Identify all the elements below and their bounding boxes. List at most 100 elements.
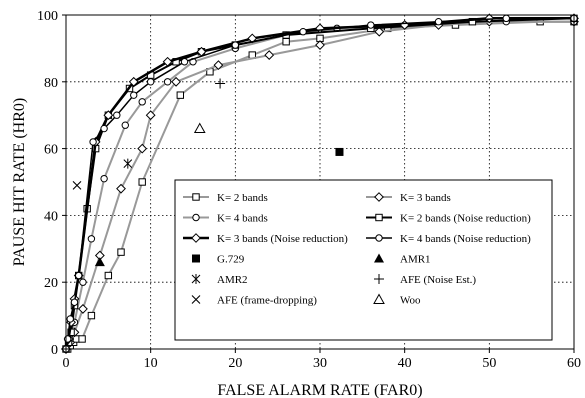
y-tick-label-20: 20	[44, 276, 58, 291]
legend-label: K= 3 bands	[400, 192, 451, 204]
data-point-k-3-bands-noise-reduction-13	[484, 13, 495, 24]
data-point-k-3-bands-5	[116, 183, 126, 194]
data-point-k-3-bands-11	[315, 40, 325, 50]
data-point-k-4-bands-noise-reduction-3	[70, 298, 79, 306]
data-point-k-2-bands-8	[138, 178, 146, 186]
data-point-k-4-bands-7	[138, 98, 146, 106]
legend-label: AMR1	[400, 254, 431, 266]
legend-swatch-marker	[191, 295, 201, 304]
data-point-k-2-bands-4	[78, 335, 86, 343]
legend-item-k-3-bands-noise-reduction: K= 3 bands (Noise reduction)	[183, 233, 348, 245]
legend-swatch-marker	[375, 234, 383, 242]
legend-label: AMR2	[217, 274, 248, 286]
legend-item-k-4-bands: K= 4 bands	[183, 213, 268, 225]
data-point-k-4-bands-noise-reduction-5	[89, 138, 97, 146]
data-point-afe-noise-est-0	[215, 78, 226, 89]
legend-swatch-marker	[191, 233, 201, 243]
legend-label: G.729	[217, 254, 245, 266]
data-point-k-2-bands-5	[87, 311, 96, 320]
legend-item-k-4-bands-noise-reduction: K= 4 bands (Noise reduction)	[366, 233, 531, 245]
series-g-729	[335, 147, 344, 156]
data-point-woo-0	[193, 122, 206, 134]
x-tick-label-0: 0	[63, 356, 70, 371]
data-point-k-4-bands-noise-reduction-8	[130, 91, 138, 99]
legend-swatch-marker	[374, 192, 384, 202]
y-tick-label-60: 60	[44, 143, 58, 158]
legend-box	[174, 179, 553, 341]
series-afe-noise-est	[215, 78, 226, 89]
legend-item-g-729: G.729	[192, 254, 245, 266]
series-amr1	[94, 257, 105, 267]
x-tick-label-10: 10	[144, 356, 158, 371]
data-point-k-3-bands-10	[264, 50, 275, 60]
data-point-k-4-bands-noise-reduction-11	[231, 41, 240, 49]
data-point-k-4-bands-noise-reduction-14	[434, 17, 443, 26]
data-point-k-3-bands-8	[171, 76, 181, 87]
x-tick-label-50: 50	[482, 356, 496, 371]
data-point-k-4-bands-noise-reduction-1	[63, 335, 72, 343]
legend-label: AFE (Noise Est.)	[400, 274, 476, 286]
data-point-k-4-bands-noise-reduction-4	[75, 271, 83, 280]
data-point-k-4-bands-noise-reduction-10	[180, 58, 189, 66]
legend-label: Woo	[400, 295, 421, 307]
legend-swatch-marker	[192, 193, 200, 201]
data-point-k-4-bands-noise-reduction-15	[502, 14, 510, 23]
legend-label: K= 3 bands (Noise reduction)	[217, 233, 348, 245]
data-point-k-3-bands-9	[213, 60, 224, 71]
series-line-k-3-bands	[65, 20, 574, 350]
legend-swatch-marker	[373, 293, 385, 304]
legend-item-k-3-bands: K= 3 bands	[366, 192, 451, 204]
data-point-k-4-bands-noise-reduction-13	[367, 21, 375, 29]
data-point-k-3-bands-noise-reduction-7	[128, 76, 139, 87]
data-point-k-4-bands-noise-reduction-12	[299, 28, 307, 36]
data-point-k-3-bands-noise-reduction-10	[247, 33, 258, 44]
x-tick-label-40: 40	[398, 356, 412, 371]
data-point-g-729-0	[335, 147, 344, 156]
y-axis-title: PAUSE HIT RATE (HR0)	[11, 98, 28, 266]
data-point-k-3-bands-12	[374, 26, 385, 37]
x-tick-label-60: 60	[567, 356, 581, 371]
x-axis-title: FALSE ALARM RATE (FAR0)	[217, 382, 422, 398]
data-point-k-4-bands-noise-reduction-2	[66, 315, 74, 323]
data-point-k-3-bands-3	[78, 304, 88, 314]
data-point-k-4-bands-noise-reduction-7	[113, 111, 121, 119]
series-layer	[61, 13, 579, 354]
data-point-afe-frame-dropping-0	[72, 180, 82, 190]
data-point-k-4-bands-4	[87, 235, 96, 243]
legend-swatch-marker	[191, 274, 201, 284]
legend-item-afe-frame-dropping: AFE (frame-dropping)	[191, 295, 317, 307]
series-woo	[193, 122, 206, 134]
data-point-k-2-bands-6	[104, 271, 113, 280]
legend: K= 2 bands K= 3 bands K= 4 bands K= 2 bands…	[174, 179, 553, 341]
legend-item-amr2: AMR2	[191, 274, 248, 286]
data-point-amr2-0	[123, 158, 133, 169]
data-point-k-2-bands-9	[176, 91, 185, 99]
y-tick-label-80: 80	[44, 76, 58, 91]
legend-swatch-marker	[374, 253, 384, 263]
legend-label: K= 4 bands (Noise reduction)	[400, 233, 531, 245]
series-k-4-bands-noise-reduction	[62, 14, 578, 353]
data-point-amr1-0	[94, 257, 105, 267]
legend-item-amr1: AMR1	[374, 253, 431, 266]
data-point-k-4-bands-6	[121, 121, 129, 129]
series-afe-frame-dropping	[72, 180, 82, 190]
legend-label: K= 2 bands	[217, 192, 268, 204]
legend-swatch-marker	[374, 274, 384, 284]
data-point-k-3-bands-6	[137, 143, 148, 154]
legend-swatch-marker	[192, 213, 200, 222]
data-point-k-4-bands-noise-reduction-9	[146, 78, 155, 86]
data-point-k-4-bands-5	[100, 174, 108, 183]
data-point-k-3-bands-noise-reduction-8	[162, 56, 173, 67]
data-point-k-3-bands-7	[145, 110, 156, 121]
legend-label: AFE (frame-dropping)	[217, 295, 317, 307]
data-point-k-2-bands-7	[117, 248, 125, 256]
legend-item-k-2-bands-noise-reduction: K= 2 bands (Noise reduction)	[366, 213, 531, 225]
legend-item-k-2-bands: K= 2 bands	[183, 192, 268, 204]
data-point-k-3-bands-noise-reduction-6	[103, 110, 114, 121]
data-point-k-4-bands-noise-reduction-6	[100, 124, 108, 133]
data-point-k-2-bands-12	[282, 38, 290, 46]
data-point-k-4-bands-3	[79, 278, 87, 286]
legend-label: K= 4 bands	[217, 213, 268, 225]
y-tick-label-0: 0	[51, 343, 58, 358]
